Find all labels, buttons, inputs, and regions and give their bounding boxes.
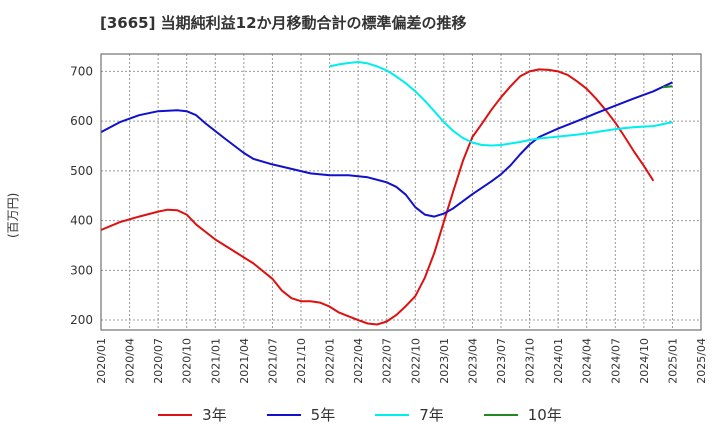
x-ticks: 2020/01 2020/04 2020/07 2020/10 2021/01 2021/… — [95, 338, 708, 384]
y-tick-label: 700 — [70, 64, 93, 78]
legend-item: 3年 — [158, 404, 227, 425]
y-tick-label: 500 — [70, 164, 93, 178]
legend-label: 10年 — [527, 406, 562, 424]
legend-item: 5年 — [266, 404, 336, 425]
x-tick-label: 2021/07 — [266, 338, 279, 384]
legend-label: 5年 — [310, 406, 336, 424]
x-tick-label: 2020/07 — [152, 338, 165, 384]
legend-label: 3年 — [202, 406, 227, 424]
y-ticks: 200 300 400 500 600 700 — [70, 64, 93, 327]
x-tick-label: 2024/01 — [552, 338, 565, 384]
x-tick-label: 2024/07 — [609, 338, 622, 384]
x-tick-label: 2024/04 — [581, 338, 594, 384]
legend-item: 10年 — [483, 404, 562, 425]
chart-title: [3665] 当期純利益12か月移動合計の標準偏差の推移 — [100, 14, 467, 32]
x-tick-label: 2025/01 — [666, 338, 679, 384]
y-tick-label: 200 — [70, 313, 93, 327]
series-lines — [100, 61, 673, 326]
legend-item: 7年 — [375, 404, 444, 425]
legend-swatch — [266, 413, 301, 416]
legend-label: 7年 — [419, 406, 444, 424]
x-tick-label: 2022/07 — [381, 338, 394, 384]
x-tick-label: 2023/01 — [438, 338, 451, 384]
x-tick-label: 2022/10 — [409, 338, 422, 384]
plot-frame — [100, 53, 702, 331]
x-tick-label: 2022/04 — [352, 338, 365, 384]
series-line-3年 — [100, 68, 655, 326]
y-tick-label: 400 — [70, 214, 93, 228]
legend-swatch — [158, 413, 193, 416]
x-tick-label: 2025/04 — [695, 338, 708, 384]
x-tick-label: 2021/01 — [209, 338, 222, 384]
legend-swatch — [375, 413, 410, 416]
series-line-5年 — [100, 81, 673, 218]
legend-swatch — [483, 413, 518, 416]
series-line-7年 — [329, 61, 673, 147]
x-tick-label: 2023/04 — [466, 338, 479, 384]
legend: 3年 5年 7年 10年 — [0, 404, 720, 425]
x-tick-label: 2022/01 — [324, 338, 337, 384]
x-tick-label: 2020/04 — [124, 338, 137, 384]
x-tick-label: 2020/10 — [181, 338, 194, 384]
y-tick-label: 600 — [70, 114, 93, 128]
y-tick-label: 300 — [70, 263, 93, 277]
x-tick-label: 2020/01 — [95, 338, 108, 384]
x-tick-label: 2023/10 — [524, 338, 537, 384]
series-line-10年 — [662, 85, 673, 89]
x-tick-label: 2021/04 — [238, 338, 251, 384]
x-tick-label: 2021/10 — [295, 338, 308, 384]
x-tick-label: 2023/07 — [495, 338, 508, 384]
x-tick-label: 2024/10 — [638, 338, 651, 384]
